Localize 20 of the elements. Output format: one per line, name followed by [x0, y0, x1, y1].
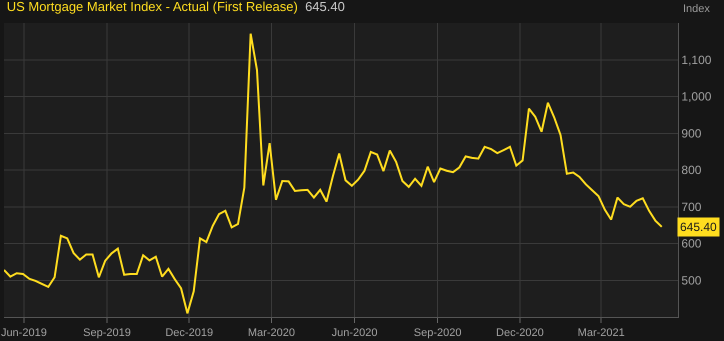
y-axis-title: Index — [683, 3, 710, 15]
annotation: 645.40 — [680, 220, 718, 234]
y-tick-label: 1,000 — [681, 90, 712, 104]
y-tick-label: 700 — [681, 200, 702, 214]
x-tick-label: Jun-2019 — [0, 327, 47, 340]
y-tick-label: 1,100 — [681, 52, 712, 67]
x-tick-label: Mar-2021 — [578, 327, 625, 340]
x-tick-label: Sep-2019 — [83, 327, 131, 340]
x-tick-label: Dec-2019 — [165, 327, 214, 340]
y-tick-label: 600 — [681, 236, 702, 251]
x-tick-label: Sep-2020 — [414, 327, 462, 340]
chart-title: US Mortgage Market Index - Actual (First Release) — [6, 0, 298, 14]
x-tick-label: Mar-2020 — [248, 327, 295, 340]
chart-subtitle: 645.40 — [305, 0, 345, 14]
y-tick-label: 800 — [681, 163, 702, 178]
y-tick-label: 900 — [681, 126, 702, 140]
line-series — [4, 32, 663, 314]
x-tick-label: Dec-2020 — [496, 327, 544, 340]
x-tick-label: Jun-2020 — [332, 327, 378, 340]
y-tick-label: 500 — [681, 273, 702, 288]
